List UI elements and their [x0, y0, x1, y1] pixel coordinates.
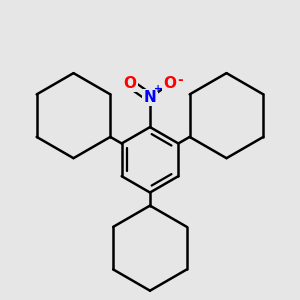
Text: -: -: [177, 73, 183, 87]
Text: +: +: [154, 85, 162, 94]
Text: O: O: [164, 76, 177, 91]
Text: O: O: [123, 76, 136, 91]
Text: N: N: [144, 90, 156, 105]
